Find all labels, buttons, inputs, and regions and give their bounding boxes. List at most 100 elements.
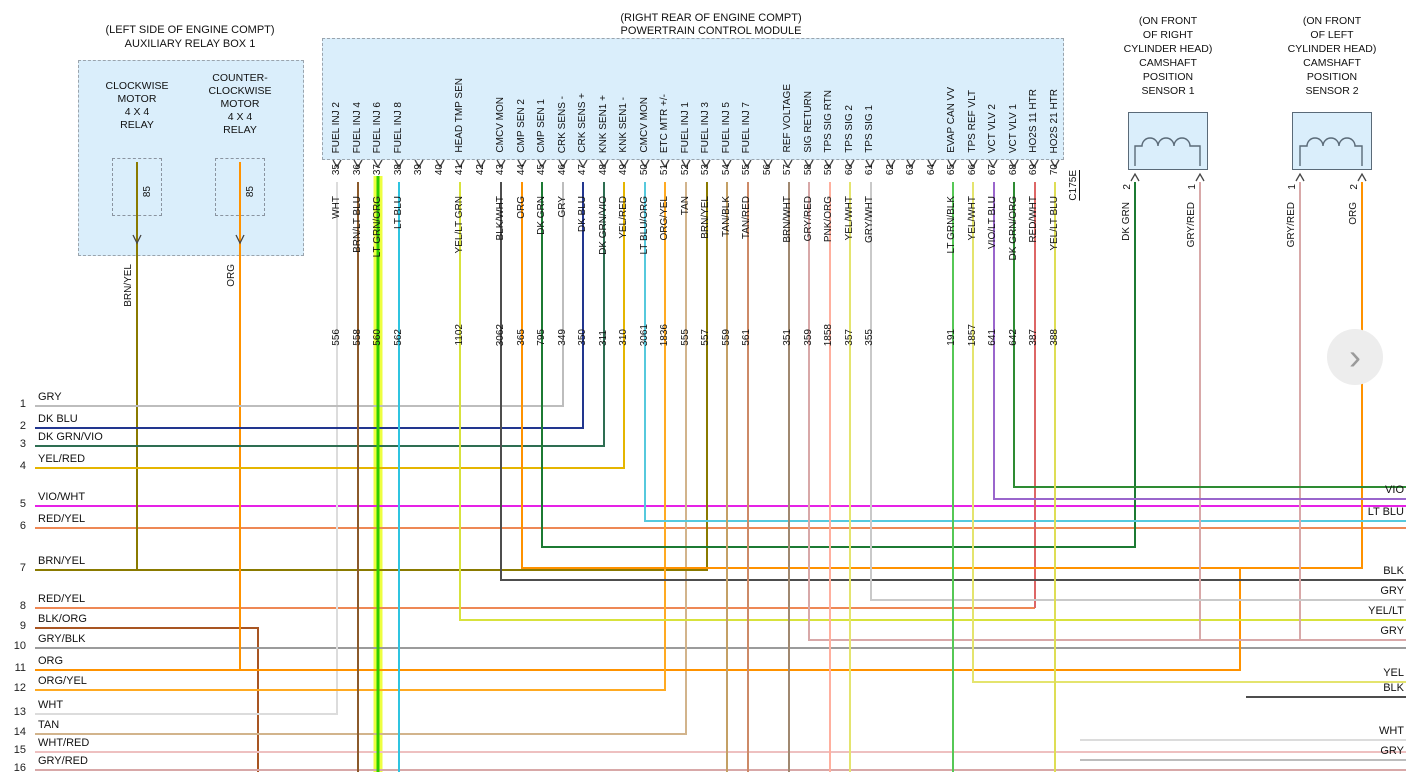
pcm-pin-number: 47 (577, 164, 588, 176)
pcm-pin-number: 46 (557, 164, 568, 176)
left-row-number: 11 (14, 662, 26, 674)
pcm-pin-wire-color: BLK/WHT (495, 196, 506, 241)
sensor-title-line: POSITION (1306, 71, 1358, 83)
relay-name-line: RELAY (120, 119, 154, 131)
pcm-pin-wire-color: TAN/BLK (721, 196, 732, 237)
pcm-circuit-number: 555 (680, 288, 692, 346)
sensor-title: (ON FRONT OF LEFT CYLINDER HEAD) CAMSHAFT PO… (1272, 14, 1392, 98)
pcm-pin-wire-color: YEL/LT BLU (1049, 196, 1060, 251)
pcm-pin-function-text: FUEL INJ 8 (393, 101, 404, 153)
sensor-title-line: (ON FRONT (1302, 15, 1362, 27)
pcm-circuit-number: 556 (331, 288, 343, 346)
pcm-pin-function-text: FUEL INJ 4 (352, 101, 363, 153)
left-row-label: BLK/ORG (38, 613, 87, 625)
pcm-circuit-number: 350 (577, 288, 589, 346)
left-row-label: ORG/YEL (38, 675, 87, 687)
pcm-pin-function: KNK SEN1 + (598, 43, 610, 153)
pcm-circuit-number-text: 351 (782, 329, 793, 346)
left-row-number: 6 (19, 520, 26, 532)
relay-name-line: MOTOR (117, 93, 157, 105)
pcm-pin-function-text: CMCV MON (495, 97, 506, 153)
pcm-pin-number: 58 (803, 164, 814, 176)
pcm-pin-wire-color: BRN/WHT (782, 196, 793, 243)
pcm-pin-number: 52 (680, 164, 691, 176)
left-row-label: ORG (38, 655, 64, 667)
relay-name-line: CLOCKWISE (208, 85, 272, 97)
pcm-pin-function: FUEL INJ 4 (352, 43, 364, 153)
sensor-pin-wire-color: GRY/RED (1186, 202, 1197, 248)
left-row-number: 2 (19, 420, 26, 432)
sensor-title: (ON FRONT OF RIGHT CYLINDER HEAD) CAMSHAFT P… (1108, 14, 1228, 98)
pcm-circuit-number-text: 387 (1028, 329, 1039, 346)
pcm-pin-wire-color: GRY/RED (803, 196, 814, 242)
left-row-number: 9 (19, 620, 26, 632)
right-exit-label: BLK (1383, 565, 1404, 577)
pcm-pin-wire-color: DK BLU (577, 196, 588, 233)
left-row-number: 12 (13, 682, 26, 694)
relay-wire-color-label: BRN/YEL (123, 264, 134, 307)
pcm-pin-function-text: HO2S 11 HTR (1028, 89, 1039, 153)
pcm-circuit-number-text: 558 (352, 329, 363, 346)
pcm-pin-function: VCT VLV 2 (987, 43, 999, 153)
pcm-pin-number: 61 (864, 164, 875, 176)
pcm-circuit-number-text: 357 (844, 329, 855, 346)
pcm-pin-function: CRK SENS + (577, 43, 589, 153)
pcm-pin-wire-color: PNK/ORG (823, 196, 834, 243)
pcm-pin-function: CMP SEN 1 (536, 43, 548, 153)
pcm-pin-number: 48 (598, 164, 609, 176)
left-row-label: RED/YEL (38, 593, 86, 605)
pcm-circuit-number: 1858 (823, 288, 835, 346)
pcm-pin-number: 51 (659, 164, 670, 176)
wire-row11-org (35, 568, 1241, 671)
pcm-circuit-number-text: 1858 (823, 323, 834, 346)
left-row-number: 10 (13, 640, 26, 652)
pcm-circuit-number-text: 556 (331, 329, 342, 346)
sensor-title-line: OF LEFT (1310, 29, 1354, 41)
right-exit-label: LT BLU (1367, 506, 1404, 518)
pcm-pin-function: HO2S 11 HTR (1028, 43, 1040, 153)
right-exit-label: YEL (1383, 667, 1404, 679)
pcm-pin-function: CMP SEN 2 (516, 43, 528, 153)
pcm-circuit-number: 3061 (639, 288, 651, 346)
pcm-pin-function: FUEL INJ 1 (680, 43, 692, 153)
pcm-pin-function: KNK SEN1 - (618, 43, 630, 153)
relay-wire-color-label: ORG (226, 264, 237, 287)
right-exit-label: WHT (1378, 725, 1404, 737)
right-exit-label: GRY (1380, 625, 1404, 637)
pcm-circuit-number-text: 349 (557, 329, 568, 346)
pcm-pin-function-text: CRK SENS - (557, 95, 568, 153)
pcm-circuit-number-text: 560 (372, 329, 383, 346)
pcm-pin-number: 43 (495, 164, 506, 176)
pcm-pin-function: CRK SENS - (557, 43, 569, 153)
pcm-pin-function-text: TPS SIG 2 (844, 105, 855, 153)
sensor-title-line: SENSOR 1 (1141, 85, 1195, 97)
pcm-pin-number: 62 (885, 164, 896, 176)
pcm-circuit-number-text: 562 (393, 329, 404, 346)
pcm-pin-wire-color: WHT (331, 196, 342, 219)
pcm-circuit-number-text: 191 (946, 329, 957, 346)
sensor-pin-number: 2 (1122, 184, 1133, 190)
next-page-button[interactable]: › (1327, 329, 1383, 385)
pcm-circuit-number-text: 311 (598, 330, 609, 346)
relay-name-line: 4 X 4 (227, 111, 253, 123)
pcm-circuit-number: 3062 (495, 288, 507, 346)
left-row-label: GRY/RED (38, 755, 88, 767)
sensor-title-line: CYLINDER HEAD) (1287, 43, 1377, 55)
pcm-pin-function-text: CRK SENS + (577, 93, 588, 153)
pcm-circuit-number-text: 1857 (967, 323, 978, 346)
pcm-pin-function-text: CMP SEN 2 (516, 99, 527, 153)
pcm-pin-number: 41 (454, 164, 465, 176)
pcm-circuit-number-text: 388 (1049, 329, 1060, 346)
pcm-pin-number: 45 (536, 164, 547, 176)
pcm-circuit-number: 310 (618, 288, 630, 346)
right-exit-label: BLK (1383, 682, 1404, 694)
left-row-number: 8 (19, 600, 26, 612)
sensor-pin-wire-color: ORG (1348, 202, 1359, 225)
pcm-circuit-number-text: 1836 (659, 323, 670, 346)
pcm-pin-function: FUEL INJ 7 (741, 43, 753, 153)
sensor-pin-arrow (1295, 172, 1305, 182)
pcm-pin-function: VCT VLV 1 (1008, 43, 1020, 153)
pcm-pin-function: HO2S 21 HTR (1049, 43, 1061, 153)
sensor-box (1292, 112, 1372, 170)
pcm-pin-function: FUEL INJ 6 (372, 43, 384, 153)
